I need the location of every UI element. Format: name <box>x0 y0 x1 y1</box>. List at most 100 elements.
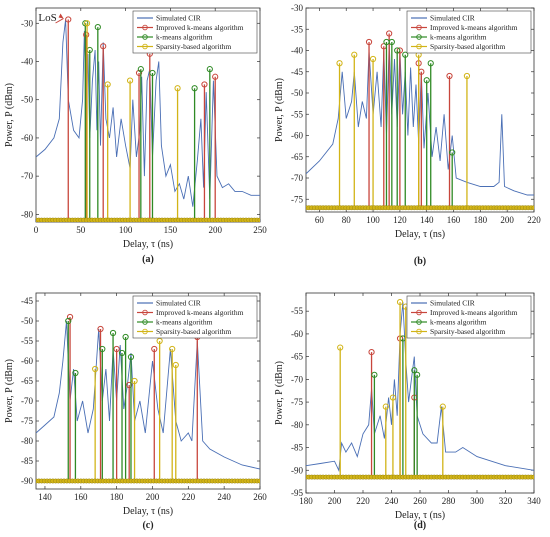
x-tick-label: 50 <box>76 225 86 235</box>
legend-marker <box>416 24 422 31</box>
legend-label: k-means algorithm <box>156 318 213 327</box>
x-tick-label: 300 <box>470 496 484 506</box>
x-tick-label: 100 <box>366 215 380 225</box>
improved-kmeans-stem-marker <box>135 69 143 77</box>
y-tick-label: -40 <box>21 57 33 67</box>
x-tick-label: 180 <box>299 496 313 506</box>
x-tick-label: 0 <box>34 225 39 235</box>
sparsity-stem-marker <box>439 403 446 410</box>
y-tick-label: -75 <box>291 397 303 407</box>
kmeans-stem-marker <box>423 77 430 84</box>
legend-label: Simulated CIR <box>430 299 475 308</box>
y-tick-label: -75 <box>21 416 33 426</box>
improved-kmeans-stem-marker <box>126 381 133 389</box>
y-tick-label: -65 <box>291 352 303 362</box>
panel-label: (b) <box>414 256 426 267</box>
y-tick-label: -70 <box>291 374 303 384</box>
legend-label: Sparsity-based algorithm <box>156 42 231 51</box>
x-axis-label: Delay, τ (ns) <box>123 239 173 250</box>
los-arrowhead <box>58 13 64 19</box>
x-tick-label: 320 <box>499 496 513 506</box>
improved-kmeans-stem-marker <box>83 31 90 38</box>
kmeans-stem-marker <box>72 369 79 377</box>
y-tick-label: -85 <box>291 443 303 453</box>
sparsity-stem-marker <box>389 394 397 401</box>
kmeans-stem-marker <box>414 371 421 378</box>
sparsity-stem-marker <box>83 20 91 27</box>
x-tick-label: 250 <box>253 225 267 235</box>
sparsity-stem-marker <box>337 344 344 351</box>
y-tick-label: -70 <box>21 396 33 406</box>
sparsity-stem-marker <box>104 81 111 88</box>
kmeans-stem-marker <box>122 333 129 341</box>
kmeans-stem-marker <box>206 66 213 73</box>
kmeans-stem-marker <box>149 69 156 77</box>
improved-kmeans-stem-marker <box>113 345 120 353</box>
y-tick-label: -95 <box>291 488 303 498</box>
kmeans-stem-marker <box>394 47 401 54</box>
kmeans-stem-marker <box>99 345 106 353</box>
x-tick-label: 150 <box>164 225 178 235</box>
chart-panel-c: 140 160 180 200 220 240 260 -90 -85 -80 -75 -70 -65 -… <box>4 292 267 531</box>
x-tick-label: 60 <box>315 215 325 225</box>
x-tick-label: 100 <box>119 225 133 235</box>
x-tick-label: 200 <box>500 215 514 225</box>
y-tick-label: -35 <box>291 24 303 34</box>
sparsity-stem-marker <box>172 361 179 369</box>
sparsity-stem-marker <box>156 337 163 345</box>
improved-kmeans-stem-marker <box>151 345 158 353</box>
x-tick-label: 220 <box>356 496 370 506</box>
x-tick-label: 220 <box>527 215 541 225</box>
kmeans-stem-marker <box>411 367 418 374</box>
improved-kmeans-stem-marker <box>97 325 104 333</box>
kmeans-stem-marker <box>449 149 456 156</box>
improved-kmeans-stem-marker <box>386 30 393 37</box>
x-tick-label: 340 <box>527 496 541 506</box>
sparsity-stem-marker <box>351 51 358 58</box>
y-tick-label: -65 <box>21 376 33 386</box>
y-tick-label: -50 <box>21 95 33 105</box>
sparsity-stem-marker <box>382 403 389 410</box>
legend-marker <box>142 34 148 40</box>
legend-label: Simulated CIR <box>156 14 201 23</box>
kmeans-stem-marker <box>427 60 434 67</box>
improved-kmeans-stem-marker <box>368 348 375 356</box>
kmeans-stem-marker <box>191 85 198 92</box>
simulated-cir-line <box>306 41 534 196</box>
legend-label: Improved k-means algorithm <box>156 308 244 317</box>
improved-kmeans-stem-marker <box>100 43 107 50</box>
baseline-marker <box>531 205 534 211</box>
kmeans-stem-marker <box>137 66 144 73</box>
x-tick-label: 200 <box>146 492 160 502</box>
y-axis-label: Power, P (dBm) <box>274 361 285 425</box>
x-tick-label: 260 <box>253 492 267 502</box>
baseline-marker <box>257 478 260 484</box>
improved-kmeans-stem-marker <box>446 72 453 80</box>
sparsity-stem-marker <box>126 77 134 84</box>
x-tick-label: 180 <box>474 215 488 225</box>
legend-marker <box>142 24 148 31</box>
chart-panel-b: 60 80 100 120 140 160 180 200 220 -75 -70 -65 -60 -55… <box>274 3 541 267</box>
legend-label: Simulated CIR <box>430 14 475 23</box>
legend-label: Sparsity-based algorithm <box>430 42 505 51</box>
legend-marker <box>416 328 422 335</box>
legend-label: Improved k-means algorithm <box>430 23 518 32</box>
y-axis-label: Power, P (dBm) <box>274 78 285 142</box>
x-axis-label: Delay, τ (ns) <box>395 229 445 240</box>
sparsity-stem-marker <box>92 365 99 373</box>
x-tick-label: 160 <box>447 215 461 225</box>
sparsity-stem-marker <box>169 345 176 353</box>
y-tick-label: -80 <box>21 436 33 446</box>
x-tick-label: 80 <box>342 215 352 225</box>
kmeans-stem-marker <box>127 353 135 361</box>
improved-kmeans-stem-marker <box>65 16 72 23</box>
y-tick-label: -80 <box>21 209 33 219</box>
y-tick-label: -45 <box>291 67 303 77</box>
chart-panel-a: 0 50 100 150 200 250 -80 -70 -60 -50 -40 -30 Simulat… <box>4 7 267 265</box>
y-tick-label: -80 <box>291 420 303 430</box>
los-annotation: LoS <box>38 12 56 24</box>
baseline-marker <box>257 217 260 222</box>
legend-marker <box>142 319 148 325</box>
legend-marker <box>416 309 422 316</box>
